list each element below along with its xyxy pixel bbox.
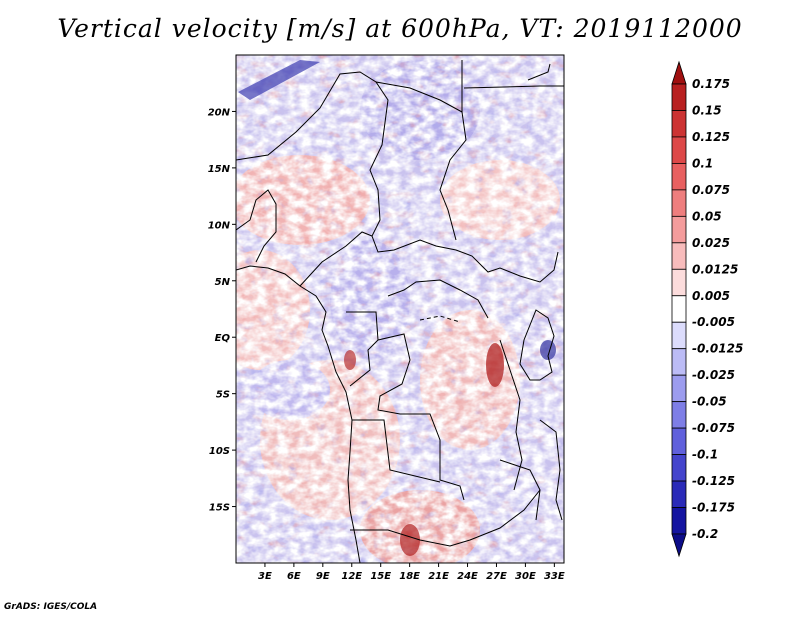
colorbar-swatch: [671, 189, 687, 217]
lon-tick-label: 15E: [370, 571, 391, 582]
colorbar-swatch: [671, 295, 687, 323]
colorbar-label: -0.025: [692, 368, 735, 382]
colorbar-label: -0.1: [692, 448, 718, 462]
colorbar-label: -0.0125: [692, 342, 743, 356]
lat-tick-label: 15S: [209, 503, 230, 514]
colorbar-swatch: [671, 321, 687, 350]
colorbar-swatch: [671, 374, 687, 403]
lon-tick-label: 21E: [428, 571, 449, 582]
lat-tick-label: 10N: [208, 220, 231, 231]
colorbar-label: 0.1: [692, 156, 713, 170]
colorbar-label: 0.125: [692, 130, 730, 144]
lon-tick-label: 6E: [287, 571, 301, 582]
lat-tick-label: EQ: [215, 333, 231, 344]
colorbar-swatch: [671, 60, 687, 85]
lon-tick-label: 9E: [316, 571, 330, 582]
colorbar-label: -0.05: [692, 395, 727, 409]
velocity-field: [236, 55, 564, 563]
lon-tick-label: 18E: [399, 571, 420, 582]
colorbar-swatch: [671, 136, 687, 164]
colorbar-swatch: [671, 348, 687, 376]
colorbar-swatch: [671, 242, 687, 270]
colorbar-swatch: [671, 480, 687, 508]
lon-tick-label: 33E: [544, 571, 565, 582]
colorbar-swatch: [671, 533, 687, 558]
colorbar-label: -0.125: [692, 474, 735, 488]
lon-tick-label: 27E: [486, 571, 507, 582]
colorbar-label: 0.15: [692, 103, 722, 117]
colorbar-label: 0.05: [692, 209, 722, 223]
colorbar-swatch: [671, 427, 687, 455]
colorbar-label: 0.075: [692, 183, 730, 197]
colorbar-swatch: [671, 215, 687, 244]
colorbar-label: 0.0125: [692, 262, 738, 276]
colorbar-label: -0.005: [692, 315, 735, 329]
lat-tick-label: 15N: [208, 164, 231, 175]
lat-axis: 20N 15N 10N 5N EQ 5S 10S 15S: [208, 107, 236, 514]
lat-tick-label: 10S: [209, 446, 230, 457]
lat-tick-label: 5S: [216, 390, 230, 401]
colorbar-label: -0.075: [692, 421, 735, 435]
lon-tick-label: 3E: [258, 571, 272, 582]
colorbar-swatch: [671, 507, 687, 535]
lon-tick-label: 30E: [515, 571, 536, 582]
lat-tick-label: 20N: [208, 107, 231, 118]
colorbar-label: -0.175: [692, 501, 735, 515]
colorbar-label: -0.2: [692, 527, 718, 541]
grads-credit: GrADS: IGES/COLA: [4, 602, 98, 612]
colorbar-swatch: [671, 268, 687, 297]
map-title: Vertical velocity [m/s] at 600hPa, VT: 2…: [57, 14, 743, 43]
map-frame: [235, 54, 565, 564]
colorbar-swatch: [671, 110, 687, 138]
lon-axis: 3E 6E 9E 12E 15E 18E 21E 24E 27E 30E 33E: [258, 563, 565, 582]
colorbar-label: 0.005: [692, 289, 730, 303]
lon-tick-label: 12E: [341, 571, 362, 582]
colorbar-swatch: [671, 454, 687, 482]
colorbar: 0.175 0.15 0.125 0.1 0.075 0.05 0.025 0.0125 0.0…: [671, 60, 743, 558]
colorbar-label: 0.025: [692, 236, 730, 250]
colorbar-swatch: [671, 163, 687, 191]
colorbar-swatch: [671, 83, 687, 111]
colorbar-swatch: [671, 401, 687, 429]
lon-tick-label: 24E: [457, 571, 478, 582]
colorbar-label: 0.175: [692, 77, 730, 91]
coastline-borders: [236, 60, 564, 563]
lat-tick-label: 5N: [215, 277, 231, 288]
